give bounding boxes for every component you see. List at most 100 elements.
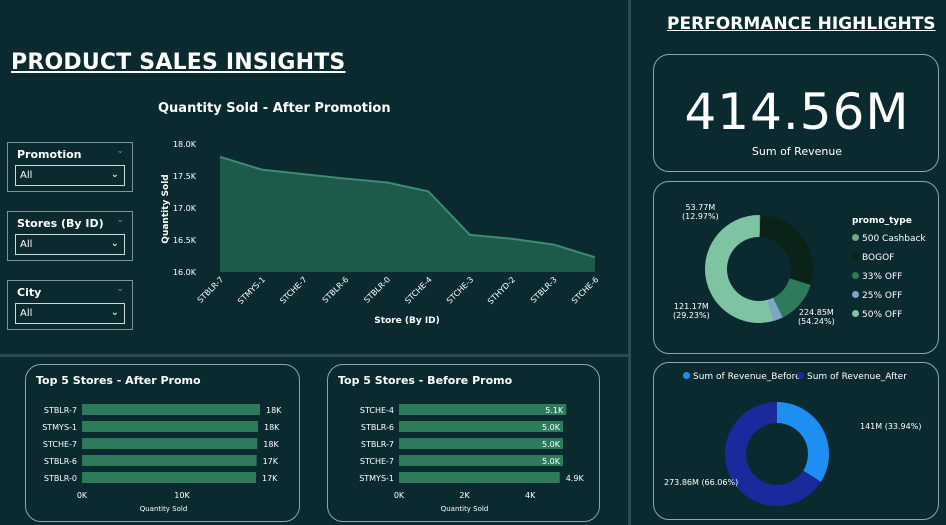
legend-item[interactable]: 33% OFF xyxy=(852,272,902,282)
area-fill xyxy=(220,156,595,272)
legend-dot xyxy=(852,291,859,298)
bar[interactable] xyxy=(399,472,560,483)
bar-value-label: 4.9K xyxy=(566,474,585,483)
bar[interactable] xyxy=(399,438,563,449)
legend-dot xyxy=(852,234,859,241)
top5-after-card: Top 5 Stores - After Promo STBLR-7 18K STM… xyxy=(25,364,300,522)
legend-item[interactable]: 500 Cashback xyxy=(852,234,926,244)
revenue-donut-chart[interactable] xyxy=(654,363,940,521)
legend-item-before[interactable]: Sum of Revenue_Before xyxy=(683,372,801,382)
slicer-label: Promotion xyxy=(17,148,82,161)
label-value: 121.17M xyxy=(673,302,709,311)
x-axis-label: Store (By ID) xyxy=(374,316,440,326)
donut-slice[interactable] xyxy=(759,215,813,285)
legend-item-after[interactable]: Sum of Revenue_After xyxy=(797,372,907,382)
city-dropdown[interactable]: All ⌄ xyxy=(15,303,125,324)
legend-dot xyxy=(852,272,859,279)
x-tick-label: STCHE-3 xyxy=(445,275,476,306)
promotion-slicer[interactable]: Promotion ⌄ All ⌄ xyxy=(7,142,133,192)
x-tick-label: STCHE-6 xyxy=(570,275,601,306)
promotion-dropdown[interactable]: All ⌄ xyxy=(15,165,125,186)
y-tick-label: 16.5K xyxy=(173,236,197,245)
label-pct: (12.97%) xyxy=(682,212,719,221)
chevron-down-icon[interactable]: ⌄ xyxy=(116,215,124,225)
bar-category-label: STBLR-7 xyxy=(361,440,394,449)
x-tick-label: STBLR-7 xyxy=(196,275,226,305)
donut-label-33off: 53.77M (12.97%) xyxy=(682,203,719,221)
x-tick-label: STHYD-2 xyxy=(486,275,517,306)
dropdown-value: All xyxy=(20,170,33,181)
x-tick-label: 10K xyxy=(174,491,190,500)
label-value: 53.77M xyxy=(685,203,716,212)
bar[interactable] xyxy=(82,404,260,415)
bar[interactable] xyxy=(82,438,258,449)
legend-title: promo_type xyxy=(852,216,912,226)
area-line xyxy=(219,155,596,259)
dropdown-arrow-icon: ⌄ xyxy=(110,169,119,180)
donut-label-after: 273.86M (66.06%) xyxy=(664,478,739,487)
legend-dot xyxy=(683,372,690,379)
top5-after-bar-chart[interactable]: STBLR-7 18K STMYS-1 18K STCHE-7 18K STBLR-6 17K… xyxy=(26,365,301,523)
x-tick-label: STCHE-4 xyxy=(403,275,434,306)
x-axis-label: Quantity Sold xyxy=(139,505,188,513)
promo-donut-card: 53.77M (12.97%) 121.17M (29.23%) 224.85M… xyxy=(653,181,939,354)
donut-slice[interactable] xyxy=(725,402,821,506)
bar-category-label: STMYS-1 xyxy=(42,423,77,432)
bar[interactable] xyxy=(399,404,567,415)
promo-donut-chart[interactable] xyxy=(654,182,940,355)
legend-label: 50% OFF xyxy=(862,310,903,320)
bar[interactable] xyxy=(399,421,563,432)
bar[interactable] xyxy=(82,472,256,483)
donut-slice[interactable] xyxy=(705,215,774,323)
bar[interactable] xyxy=(82,421,258,432)
legend-label: 33% OFF xyxy=(862,272,903,282)
legend-label: BOGOF xyxy=(862,253,895,263)
stores-dropdown[interactable]: All ⌄ xyxy=(15,234,125,255)
legend-item[interactable]: 50% OFF xyxy=(852,310,902,320)
x-tick-label: STBLR-0 xyxy=(362,275,392,305)
bar[interactable] xyxy=(82,455,257,466)
y-tick-label: 17.5K xyxy=(173,172,197,181)
top5-after-title: Top 5 Stores - After Promo xyxy=(36,374,201,387)
slicer-label: Stores (By ID) xyxy=(17,217,104,230)
donut-label-50off: 224.85M (54.24%) xyxy=(798,308,835,326)
donut-label-before: 141M (33.94%) xyxy=(860,422,922,431)
legend-label: Sum of Revenue_Before xyxy=(693,372,801,382)
donut-slice[interactable] xyxy=(773,278,811,318)
area-chart[interactable]: 18.0K 17.5K 17.0K 16.5K 16.0K STBLR-7 STMYS-1… xyxy=(150,125,610,335)
x-tick-label: STMYS-1 xyxy=(236,275,267,306)
area-chart-title: Quantity Sold - After Promotion xyxy=(158,101,391,116)
legend-dot xyxy=(852,310,859,317)
top5-before-bar-chart[interactable]: STCHE-4 5.1K STBLR-6 5.0K STBLR-7 5.0K STCHE-7… xyxy=(328,365,601,523)
dropdown-arrow-icon: ⌄ xyxy=(110,238,119,249)
x-tick-label: STCHE-7 xyxy=(278,275,309,306)
revenue-donut-card: Sum of Revenue_Before Sum of Revenue_Aft… xyxy=(653,362,939,520)
bar-category-label: STMYS-1 xyxy=(359,474,394,483)
legend-label: Sum of Revenue_After xyxy=(807,372,907,382)
bar[interactable] xyxy=(399,455,563,466)
y-tick-label: 16.0K xyxy=(173,268,197,277)
bar-value-label: 5.1K xyxy=(545,406,564,415)
y-tick-label: 17.0K xyxy=(173,204,197,213)
bar-category-label: STBLR-6 xyxy=(44,457,77,466)
x-tick-label: STBLR-6 xyxy=(321,275,351,305)
top5-before-title: Top 5 Stores - Before Promo xyxy=(338,374,513,387)
donut-slice[interactable] xyxy=(759,215,761,238)
bar-value-label: 5.0K xyxy=(542,440,561,449)
label-pct: (29.23%) xyxy=(673,311,710,320)
stores-slicer[interactable]: Stores (By ID) ⌄ All ⌄ xyxy=(7,211,133,261)
donut-slice[interactable] xyxy=(777,402,829,482)
bar-value-label: 5.0K xyxy=(542,423,561,432)
kpi-label: Sum of Revenue xyxy=(751,145,843,158)
x-tick-label: STBLR-3 xyxy=(529,275,559,305)
chevron-down-icon[interactable]: ⌄ xyxy=(116,146,124,156)
chevron-down-icon[interactable]: ⌄ xyxy=(116,284,124,294)
dropdown-value: All xyxy=(20,239,33,250)
legend-item[interactable]: 25% OFF xyxy=(852,291,902,301)
city-slicer[interactable]: City ⌄ All ⌄ xyxy=(7,280,133,330)
bar-value-label: 18K xyxy=(264,423,280,432)
y-tick-label: 18.0K xyxy=(173,140,197,149)
dropdown-arrow-icon: ⌄ xyxy=(110,307,119,318)
donut-slice[interactable] xyxy=(767,297,783,321)
legend-item[interactable]: BOGOF xyxy=(852,253,894,263)
